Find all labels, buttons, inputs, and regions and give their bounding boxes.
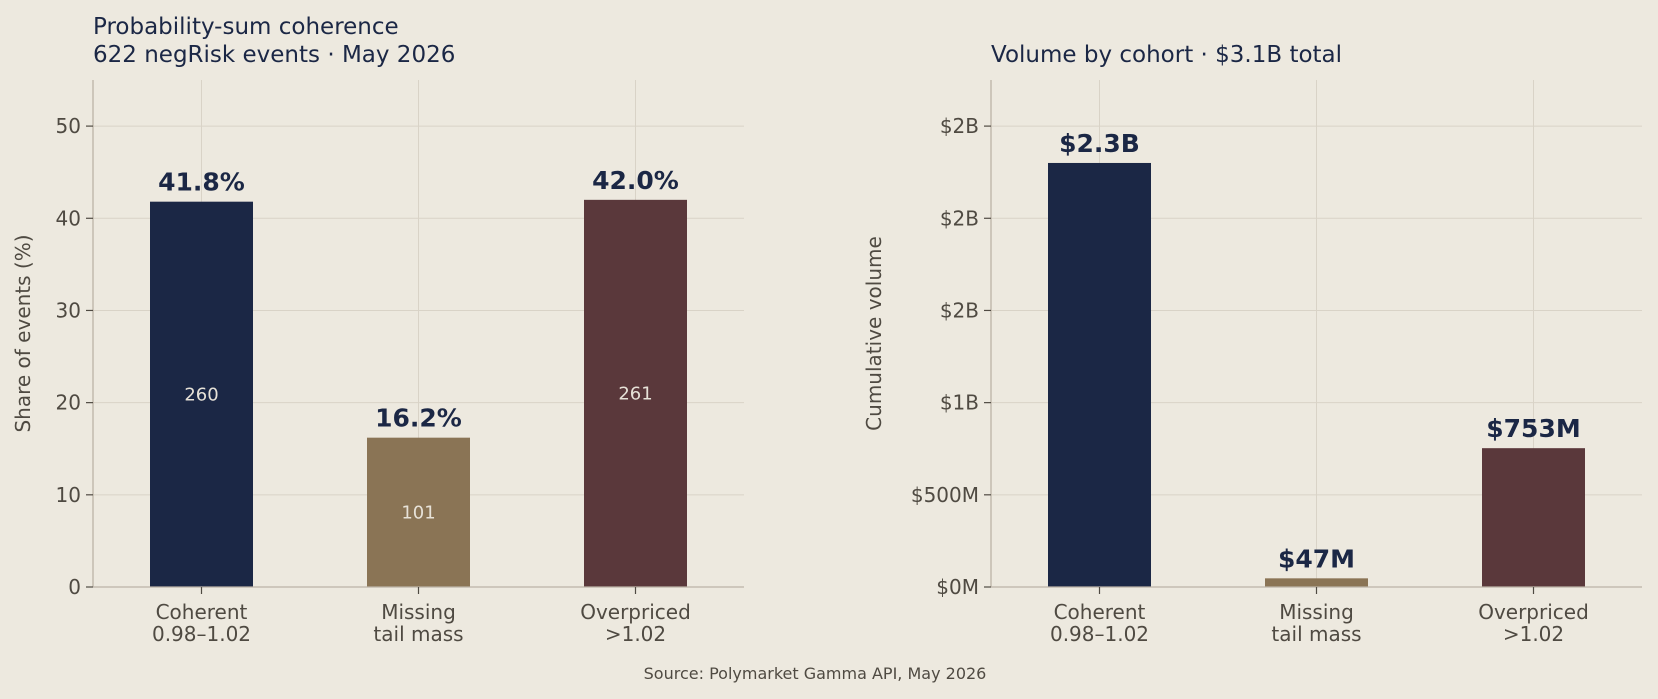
bar-overpriced	[584, 199, 687, 587]
x-tick-label: Missing	[1279, 600, 1354, 624]
y-tick-label: $1B	[940, 391, 979, 415]
x-tick-label: >1.02	[605, 622, 666, 646]
x-tick-label: tail mass	[1271, 622, 1361, 646]
y-tick-label: 10	[56, 483, 81, 507]
data-label: $753M	[1486, 414, 1580, 443]
x-tick-label: Missing	[381, 600, 456, 624]
data-label: $2.3B	[1059, 129, 1140, 158]
data-label: 41.8%	[158, 168, 245, 197]
count-label: 101	[401, 502, 435, 523]
bar-missing	[367, 437, 470, 587]
data-label: 42.0%	[592, 166, 679, 195]
y-tick-label: 30	[56, 298, 81, 322]
source-note: Source: Polymarket Gamma API, May 2026	[644, 664, 987, 683]
data-label: 16.2%	[375, 404, 462, 433]
y-tick-label: 50	[56, 114, 81, 138]
bar-missing	[1265, 578, 1368, 587]
x-tick-label: Overpriced	[1478, 600, 1589, 624]
data-label: $47M	[1278, 544, 1355, 573]
count-label: 261	[618, 383, 652, 404]
y-tick-label: $2B	[940, 206, 979, 230]
x-tick-label: tail mass	[373, 622, 463, 646]
bar-coherent	[1048, 162, 1151, 588]
y-tick-label: $0M	[936, 575, 979, 599]
x-tick-label: 0.98–1.02	[1050, 622, 1149, 646]
bar-coherent	[150, 201, 253, 587]
x-tick-label: Overpriced	[580, 600, 691, 624]
y-tick-label: 20	[56, 391, 81, 415]
y-tick-label: 40	[56, 206, 81, 230]
chart-title: Probability-sum coherence	[93, 14, 399, 40]
y-tick-label: $2B	[940, 298, 979, 322]
y-tick-label: $500M	[911, 483, 979, 507]
bar-overpriced	[1482, 448, 1585, 587]
x-tick-label: >1.02	[1503, 622, 1564, 646]
y-axis-label: Share of events (%)	[11, 234, 35, 432]
y-tick-label: $2B	[940, 114, 979, 138]
x-tick-label: Coherent	[156, 600, 248, 624]
chart-subtitle: Volume by cohort · $3.1B total	[991, 42, 1342, 68]
y-axis-label: Cumulative volume	[862, 236, 886, 431]
x-tick-label: Coherent	[1054, 600, 1146, 624]
count-label: 260	[184, 384, 218, 405]
y-tick-label: 0	[68, 575, 81, 599]
chart-subtitle: 622 negRisk events · May 2026	[93, 42, 455, 68]
x-tick-label: 0.98–1.02	[152, 622, 251, 646]
